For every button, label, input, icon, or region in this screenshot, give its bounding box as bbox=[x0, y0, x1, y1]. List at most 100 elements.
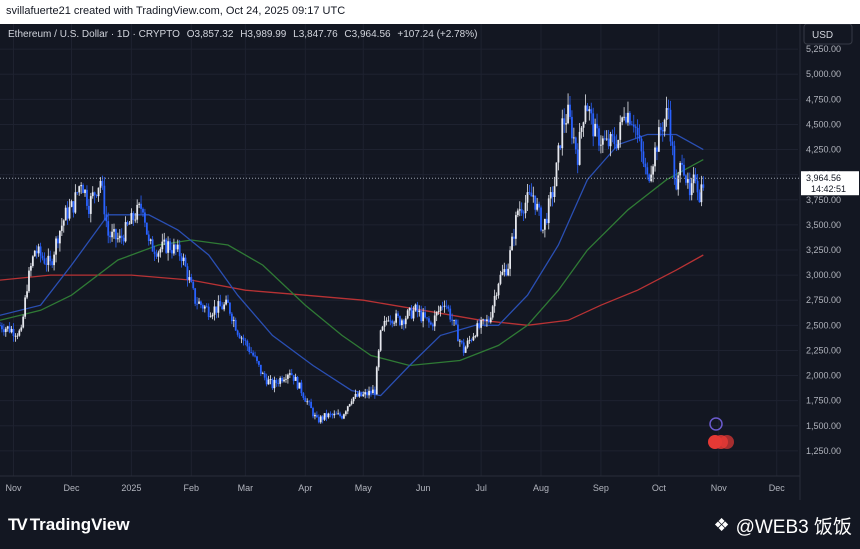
candle-body bbox=[400, 320, 403, 326]
candle-body bbox=[700, 184, 703, 203]
ohlc-legend: Ethereum / U.S. Dollar · 1D · CRYPTO O3,… bbox=[8, 29, 477, 40]
candle-body bbox=[646, 167, 649, 175]
candle-body bbox=[652, 166, 654, 175]
us-flag-icon[interactable] bbox=[720, 435, 734, 449]
currency-box[interactable]: USD bbox=[803, 24, 853, 45]
event-markers[interactable] bbox=[708, 417, 734, 449]
candle-body bbox=[435, 312, 438, 316]
candle-body bbox=[513, 236, 515, 239]
candle-body bbox=[87, 205, 90, 214]
candle-body bbox=[302, 393, 305, 398]
candle-body bbox=[458, 340, 461, 342]
candle-body bbox=[107, 221, 110, 236]
candle-body bbox=[221, 306, 224, 310]
candle-body bbox=[505, 269, 508, 276]
candle-body bbox=[441, 306, 444, 308]
candle-body bbox=[312, 408, 314, 417]
price-chart[interactable]: 5,250.00 5,000.00 4,750.00 4,500.00 4,250.00… bbox=[0, 24, 860, 500]
candle-body bbox=[227, 299, 229, 303]
candle-body bbox=[229, 302, 231, 314]
tradingview-logo[interactable]: TV TradingView bbox=[8, 515, 130, 535]
candle-body bbox=[447, 306, 450, 309]
candle-body bbox=[240, 337, 243, 339]
candle-body bbox=[565, 123, 568, 125]
price-tick-label: 2,250.00 bbox=[806, 345, 841, 355]
candle-body bbox=[393, 322, 396, 324]
header-bar: svillafuerte21 created with TradingView.… bbox=[0, 0, 860, 24]
candle-body bbox=[219, 301, 222, 307]
candle-body bbox=[122, 237, 125, 242]
time-tick-label: Mar bbox=[238, 483, 254, 493]
candle-body bbox=[95, 194, 98, 197]
candle-body bbox=[514, 215, 517, 239]
candle-body bbox=[213, 306, 216, 315]
candle-body bbox=[244, 340, 247, 342]
candle-body bbox=[489, 317, 492, 323]
candle-body bbox=[263, 373, 266, 378]
candle-body bbox=[399, 316, 401, 326]
candle-body bbox=[277, 383, 280, 384]
candle-body bbox=[460, 340, 463, 343]
candle-body bbox=[147, 234, 150, 241]
candle-body bbox=[549, 192, 552, 199]
candle-body bbox=[242, 337, 245, 341]
candle-body bbox=[654, 147, 656, 167]
candle-body bbox=[271, 379, 274, 389]
last-price-badge: 3,964.56 14:42:51 bbox=[801, 171, 859, 196]
candle-body bbox=[57, 238, 59, 244]
candle-body bbox=[532, 195, 535, 197]
candle-body bbox=[569, 104, 571, 117]
candle-body bbox=[325, 413, 328, 418]
candle-body bbox=[4, 328, 7, 333]
candle-body bbox=[149, 239, 152, 241]
candle-body bbox=[203, 306, 206, 309]
candle-body bbox=[356, 393, 359, 397]
candle-body bbox=[501, 271, 504, 275]
candle-body bbox=[702, 184, 705, 188]
candle-body bbox=[464, 347, 467, 353]
candle-body bbox=[582, 122, 585, 128]
candle-body bbox=[178, 244, 181, 257]
candle-body bbox=[638, 135, 641, 139]
candle-body bbox=[18, 330, 21, 336]
candle-body bbox=[223, 304, 226, 310]
candle-body bbox=[33, 250, 36, 257]
low-label: L bbox=[293, 29, 299, 40]
candle-body bbox=[201, 305, 204, 309]
candle-body bbox=[265, 377, 268, 385]
candle-body bbox=[681, 162, 683, 165]
high-value: 3,989.99 bbox=[247, 29, 286, 40]
candle-body bbox=[72, 201, 75, 213]
candle-body bbox=[267, 379, 270, 385]
candle-body bbox=[209, 316, 212, 318]
candle-body bbox=[449, 308, 452, 320]
candle-body bbox=[491, 306, 494, 318]
ma-long-line bbox=[0, 254, 704, 326]
candle-body bbox=[698, 192, 701, 203]
candle-body bbox=[335, 413, 338, 415]
candle-body bbox=[402, 320, 405, 325]
candle-body bbox=[296, 376, 299, 389]
candle-body bbox=[659, 127, 662, 130]
candle-body bbox=[497, 283, 500, 296]
candle-body bbox=[80, 185, 83, 187]
candle-body bbox=[619, 122, 622, 140]
time-tick-label: Jul bbox=[475, 483, 487, 493]
candle-body bbox=[524, 202, 527, 214]
candle-body bbox=[211, 314, 214, 317]
candle-body bbox=[0, 325, 1, 327]
candle-body bbox=[358, 392, 361, 397]
candle-body bbox=[6, 326, 9, 329]
candle-body bbox=[167, 241, 170, 253]
candle-body bbox=[520, 209, 523, 213]
candle-body bbox=[453, 319, 455, 321]
candle-body bbox=[364, 392, 367, 395]
candle-body bbox=[414, 304, 417, 311]
event-icon[interactable] bbox=[709, 417, 723, 431]
candle-body bbox=[567, 104, 569, 124]
candle-body bbox=[428, 318, 430, 323]
candle-body bbox=[12, 328, 15, 336]
candle-body bbox=[194, 288, 197, 304]
price-axis-bg[interactable] bbox=[800, 24, 860, 500]
candle-body bbox=[437, 310, 440, 313]
